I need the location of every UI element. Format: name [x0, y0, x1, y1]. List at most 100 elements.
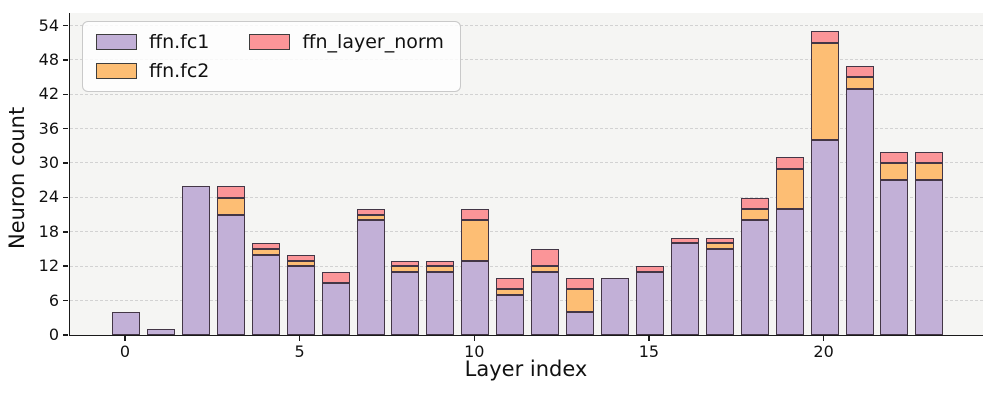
legend-item-ffn-fc1: ffn.fc1	[96, 31, 209, 53]
bar-layer-18-ffn.fc2	[740, 208, 769, 221]
bar-layer-9-ffn.fc1	[426, 271, 455, 335]
y-tick-label-12: 12	[38, 256, 59, 276]
y-tick-label-48: 48	[38, 49, 59, 69]
bar-layer-13-ffn.fc2	[566, 289, 595, 313]
bar-layer-20-ffn_layer_norm	[810, 31, 839, 43]
bar-layer-12-ffn.fc2	[531, 266, 560, 272]
bar-layer-18-ffn.fc1	[740, 220, 769, 335]
bar-layer-3-ffn_layer_norm	[216, 186, 245, 198]
bar-layer-17-ffn.fc1	[705, 249, 734, 335]
bar-layer-21-ffn.fc2	[845, 77, 874, 89]
gridline-y-24	[70, 196, 983, 198]
gridline-y-42	[70, 93, 983, 95]
bar-layer-6-ffn.fc1	[321, 283, 350, 335]
bar-layer-1-ffn.fc1	[146, 329, 175, 335]
bar-layer-7-ffn_layer_norm	[356, 208, 385, 215]
bar-layer-21-ffn.fc1	[845, 88, 874, 335]
bar-layer-11-ffn_layer_norm	[496, 277, 525, 290]
x-tick-mark-15	[648, 336, 650, 341]
y-tick-label-42: 42	[38, 84, 59, 104]
bar-layer-10-ffn.fc1	[461, 260, 490, 335]
bar-layer-11-ffn.fc1	[496, 294, 525, 335]
x-tick-label-5: 5	[294, 342, 305, 361]
legend-item-ffn-layer-norm: ffn_layer_norm	[249, 31, 444, 53]
y-tick-mark-54	[63, 24, 68, 27]
bar-layer-9-ffn.fc2	[426, 266, 455, 272]
bar-layer-23-ffn.fc1	[915, 180, 944, 335]
x-axis-label: Layer index	[464, 357, 588, 381]
y-tick-mark-42	[63, 93, 68, 96]
bar-layer-13-ffn_layer_norm	[566, 277, 595, 290]
bar-layer-8-ffn.fc2	[391, 266, 420, 272]
bar-layer-10-ffn_layer_norm	[461, 208, 490, 221]
bar-layer-6-ffn_layer_norm	[321, 271, 350, 284]
bar-layer-3-ffn.fc2	[216, 197, 245, 215]
x-tick-mark-20	[822, 336, 825, 341]
gridline-y-6	[70, 299, 983, 301]
bar-layer-16-ffn_layer_norm	[670, 237, 699, 244]
bar-layer-20-ffn.fc2	[810, 42, 839, 141]
legend-label-ffn-fc1: ffn.fc1	[149, 31, 210, 53]
y-tick-label-0: 0	[48, 325, 59, 344]
y-tick-mark-36	[63, 127, 68, 130]
bar-layer-0-ffn.fc1	[112, 312, 140, 335]
legend-item-ffn-fc2: ffn.fc2	[96, 60, 209, 82]
gridline-y-12	[70, 265, 983, 267]
bar-layer-19-ffn.fc1	[775, 208, 804, 335]
y-tick-mark-0	[63, 334, 68, 336]
y-tick-mark-24	[63, 196, 68, 199]
y-tick-label-30: 30	[38, 153, 59, 173]
y-tick-mark-48	[63, 59, 68, 61]
bar-layer-9-ffn_layer_norm	[426, 260, 455, 267]
bar-layer-4-ffn.fc1	[251, 254, 280, 335]
bar-layer-4-ffn.fc2	[251, 249, 280, 255]
plot-area	[69, 13, 983, 336]
bar-layer-11-ffn.fc2	[496, 289, 525, 295]
y-tick-mark-18	[63, 231, 68, 233]
y-tick-mark-6	[63, 299, 68, 302]
bar-layer-23-ffn.fc2	[915, 163, 944, 181]
bar-layer-22-ffn_layer_norm	[880, 151, 909, 164]
x-tick-label-0: 0	[119, 342, 131, 361]
bar-layer-17-ffn.fc2	[705, 243, 734, 250]
bar-layer-15-ffn_layer_norm	[635, 266, 664, 272]
gridline-y-48	[70, 59, 983, 61]
bar-layer-12-ffn.fc1	[531, 271, 560, 335]
x-tick-mark-10	[473, 336, 476, 341]
y-tick-mark-30	[63, 162, 68, 164]
x-tick-mark-5	[298, 336, 301, 341]
bar-layer-22-ffn.fc1	[880, 180, 909, 335]
x-tick-label-15: 15	[638, 342, 660, 361]
gridline-y-30	[70, 162, 983, 164]
bar-layer-16-ffn.fc1	[670, 243, 699, 335]
bar-layer-5-ffn_layer_norm	[286, 254, 315, 261]
bar-layer-23-ffn_layer_norm	[915, 151, 944, 164]
legend-swatch-ffn-fc1	[96, 34, 137, 50]
bar-layer-7-ffn.fc2	[356, 214, 385, 221]
bar-layer-5-ffn.fc1	[286, 266, 315, 335]
bar-layer-12-ffn_layer_norm	[531, 249, 560, 267]
bar-layer-7-ffn.fc1	[356, 220, 385, 335]
legend-swatch-ffn-layer-norm	[249, 34, 291, 50]
bar-layer-2-ffn.fc1	[181, 186, 210, 335]
bar-layer-21-ffn_layer_norm	[845, 65, 874, 78]
y-tick-mark-12	[63, 265, 68, 267]
bar-layer-14-ffn.fc1	[601, 277, 630, 335]
bar-layer-20-ffn.fc1	[810, 140, 839, 335]
y-tick-label-18: 18	[38, 221, 59, 241]
gridline-y-18	[70, 231, 983, 233]
bar-layer-8-ffn_layer_norm	[391, 260, 420, 267]
bar-layer-19-ffn_layer_norm	[775, 157, 804, 169]
y-axis-label: Neuron count	[5, 106, 29, 249]
gridline-y-54	[70, 24, 983, 26]
x-tick-label-20: 20	[813, 342, 834, 361]
x-tick-mark-0	[124, 336, 126, 341]
bar-layer-18-ffn_layer_norm	[740, 197, 769, 209]
bar-layer-15-ffn.fc1	[635, 271, 664, 335]
bar-layer-17-ffn_layer_norm	[705, 237, 734, 244]
legend-label-ffn-fc2: ffn.fc2	[149, 60, 210, 82]
bar-layer-19-ffn.fc2	[775, 168, 804, 209]
bar-layer-8-ffn.fc1	[391, 271, 420, 335]
legend-swatch-ffn-fc2	[96, 63, 137, 79]
bar-layer-22-ffn.fc2	[880, 163, 909, 181]
